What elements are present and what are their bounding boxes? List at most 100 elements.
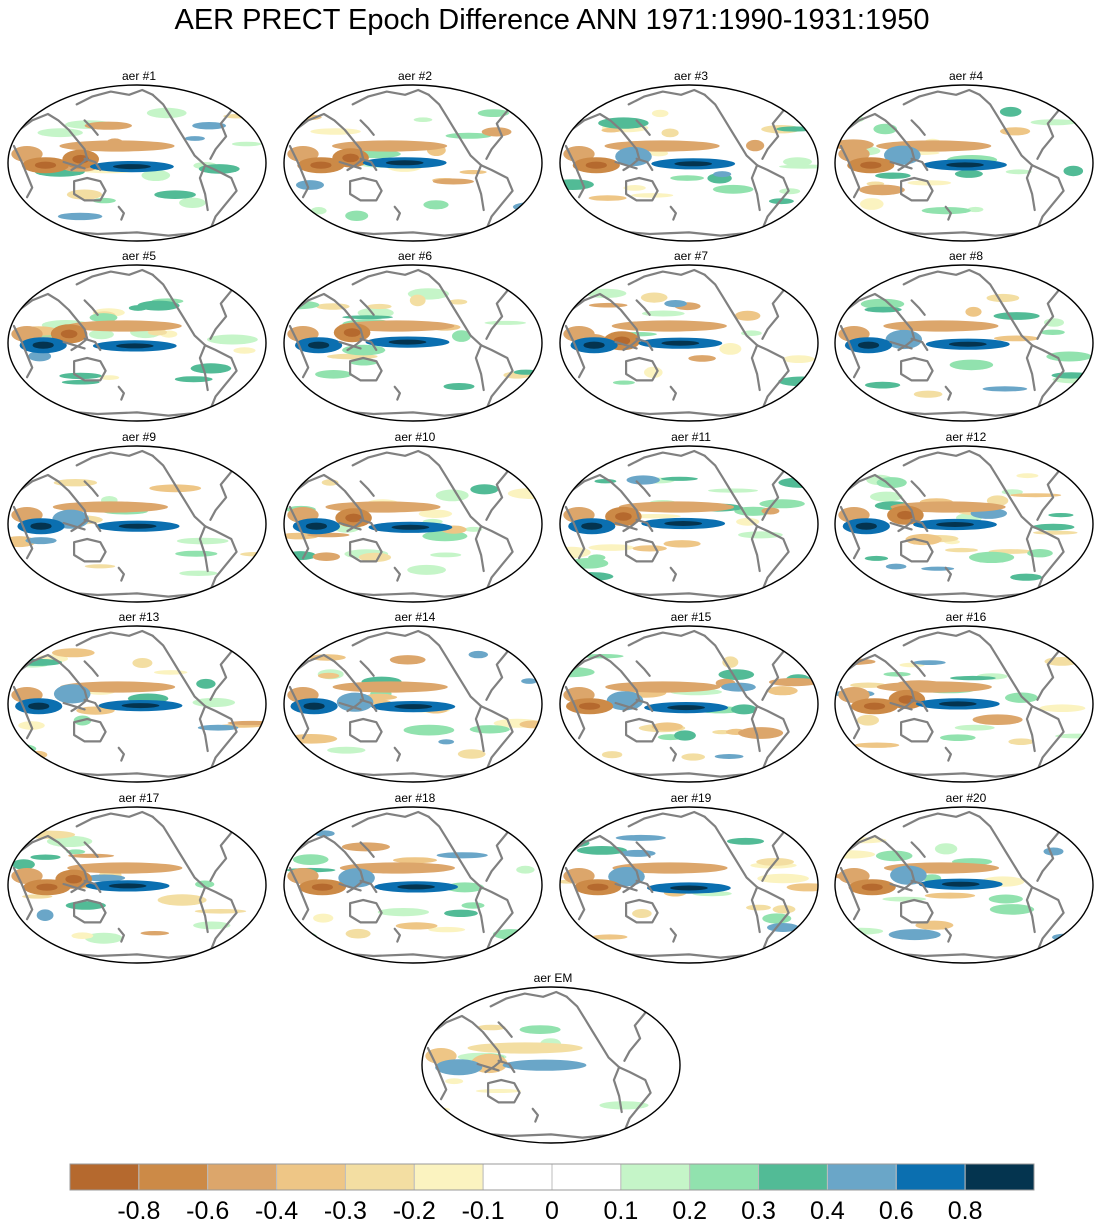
coastline	[351, 629, 430, 647]
precip-anomaly-patch	[59, 140, 175, 152]
map-outline	[283, 84, 543, 242]
precip-anomaly-core	[583, 341, 605, 349]
coastline	[151, 634, 207, 708]
precip-anomaly-patch	[519, 1025, 561, 1034]
precip-anomaly-patch	[233, 347, 256, 354]
coastline	[83, 299, 99, 316]
precip-anomaly-patch	[196, 678, 216, 689]
coastline	[151, 273, 207, 347]
precip-anomaly-patch	[149, 484, 202, 493]
map-outline	[283, 264, 543, 422]
figure-title: AER PRECT Epoch Difference ANN 1971:1990…	[174, 4, 930, 36]
precip-anomaly-patch	[83, 874, 126, 882]
map-outline	[7, 806, 267, 964]
map-svg	[559, 84, 819, 242]
precip-anomaly-core	[397, 884, 435, 890]
coastline	[669, 205, 678, 221]
precip-anomaly-patch	[632, 909, 652, 918]
precip-anomaly-patch	[664, 300, 687, 308]
precip-anomaly-patch	[660, 476, 698, 481]
precip-anomaly-patch	[315, 370, 352, 379]
precip-anomaly-patch	[606, 691, 644, 711]
colorbar-tick-label: 0.8	[948, 1197, 983, 1225]
coastline	[393, 385, 402, 401]
map-panel: aer #9	[6, 431, 272, 607]
precip-anomaly-patch	[436, 852, 488, 859]
coastline	[703, 634, 759, 708]
coastline	[839, 685, 861, 740]
coastline	[889, 340, 913, 350]
coastline	[338, 521, 362, 531]
colorbar-swatch	[207, 1163, 278, 1191]
coastline	[669, 385, 678, 401]
precip-anomaly-patch	[389, 655, 426, 665]
coastline	[75, 810, 154, 828]
coastline	[83, 119, 99, 136]
coastline	[294, 653, 365, 713]
precip-anomaly-patch	[481, 127, 512, 137]
coastline	[75, 268, 154, 286]
coastline	[845, 292, 916, 352]
coastline	[627, 88, 706, 106]
precip-anomaly-patch	[857, 714, 879, 726]
precip-anomaly-patch	[769, 678, 818, 687]
precip-anomaly-patch	[194, 909, 247, 914]
precip-anomaly-patch	[612, 862, 728, 874]
coastline	[12, 505, 34, 560]
coastline	[489, 990, 568, 1008]
colorbar-swatch	[276, 1163, 346, 1191]
precip-anomaly-patch	[986, 495, 1009, 506]
precip-anomaly-patch	[345, 928, 371, 939]
coastline	[393, 746, 402, 762]
precip-anomaly-patch	[913, 660, 946, 665]
precip-anomaly-patch	[588, 544, 635, 551]
map-panel: aer #2	[282, 70, 548, 246]
precip-anomaly-patch	[428, 926, 466, 933]
precip-anomaly-core	[664, 521, 703, 526]
precip-anomaly-core	[388, 339, 427, 345]
map-panel: aer #11	[558, 431, 824, 607]
coastline	[83, 841, 99, 858]
precip-anomaly-core	[667, 705, 705, 711]
coastline	[910, 660, 926, 677]
precip-anomaly-core	[310, 161, 332, 169]
precip-anomaly-patch	[945, 547, 978, 553]
precip-anomaly-patch	[154, 670, 188, 675]
coastline	[427, 634, 483, 708]
coastline	[839, 144, 861, 199]
coastline	[614, 701, 638, 711]
precip-anomaly-patch	[767, 686, 798, 696]
precip-anomaly-patch	[475, 1089, 522, 1093]
map-panel: aer #1	[6, 70, 272, 246]
map-panel: aer #4	[833, 70, 1099, 246]
coastline	[889, 521, 913, 531]
coastline	[117, 746, 126, 762]
precip-anomaly-patch	[626, 475, 660, 485]
coastline	[359, 480, 375, 497]
colorbar-frame	[69, 1163, 1035, 1191]
precip-anomaly-patch	[53, 684, 91, 704]
map-panel: aer #12	[833, 431, 1099, 607]
precip-anomaly-patch	[393, 857, 437, 864]
coastline	[845, 834, 916, 894]
colorbar-swatch	[138, 1163, 209, 1191]
precip-anomaly-patch	[969, 551, 1015, 563]
coastline	[18, 112, 89, 172]
precip-anomaly-patch	[708, 488, 758, 493]
precip-anomaly-patch	[179, 197, 206, 208]
coastline	[393, 205, 402, 221]
coastline	[635, 119, 651, 136]
colorbar-swatch	[620, 1163, 691, 1191]
coastline	[359, 518, 378, 533]
precip-anomaly-core	[305, 522, 327, 530]
precip-anomaly-patch	[435, 1059, 483, 1076]
colorbar-tick-label: 0	[545, 1197, 559, 1225]
map-outline	[559, 806, 819, 964]
precip-anomaly-patch	[175, 550, 218, 557]
coastline	[570, 653, 641, 713]
coastline	[750, 705, 761, 753]
map-outline	[283, 445, 543, 603]
coastline	[1025, 886, 1036, 934]
coastline	[83, 157, 102, 172]
precip-anomaly-patch	[835, 139, 874, 151]
